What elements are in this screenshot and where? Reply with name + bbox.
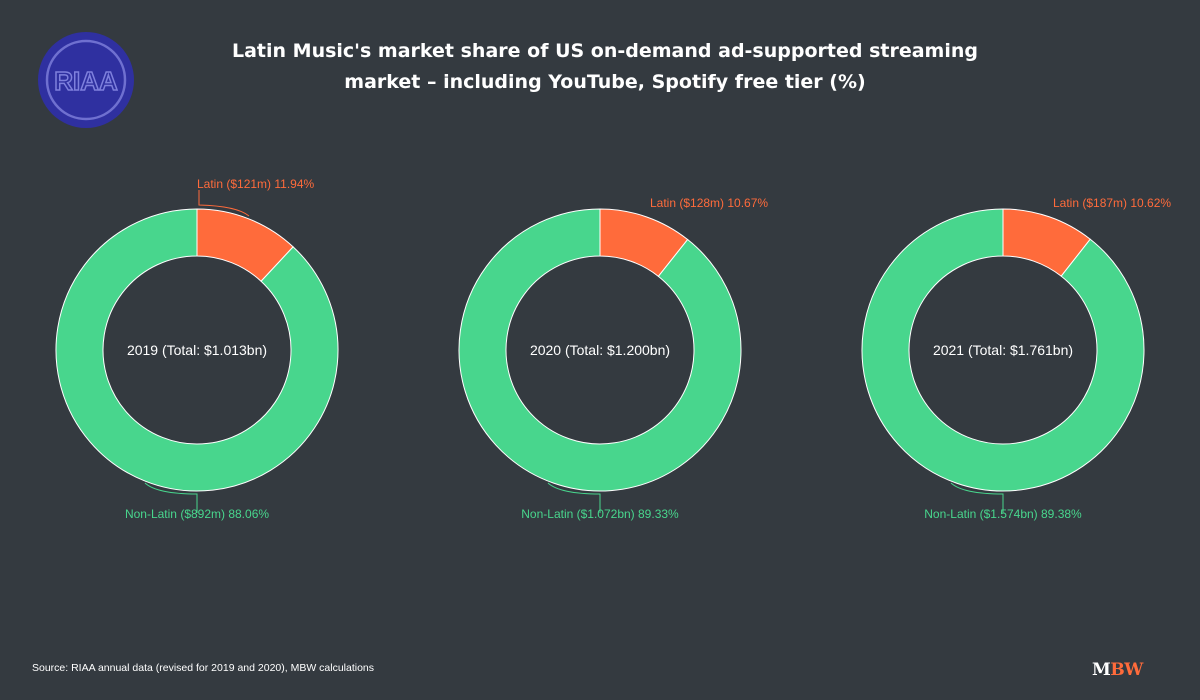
leader-line-non-latin: [144, 482, 198, 513]
data-label-latin: Latin ($128m) 10.67%: [650, 196, 768, 210]
chart-title-line-2: market – including YouTube, Spotify free…: [344, 71, 866, 93]
riaa-logo-text: RIAA: [54, 66, 118, 96]
source-note: Source: RIAA annual data (revised for 20…: [32, 662, 375, 674]
mbw-logo-m: M: [1092, 660, 1111, 680]
leader-line-non-latin: [547, 482, 601, 513]
chart-title-line-1: Latin Music's market share of US on-dema…: [232, 40, 978, 62]
data-label-non-latin: Non-Latin ($1.072bn) 89.33%: [521, 507, 679, 521]
data-label-non-latin: Non-Latin ($1.574bn) 89.38%: [924, 507, 1082, 521]
data-label-non-latin: Non-Latin ($892m) 88.06%: [125, 507, 269, 521]
center-label: 2020 (Total: $1.200bn): [530, 342, 670, 358]
mbw-logo-bw: BW: [1110, 660, 1143, 680]
mbw-logo: MBW: [1092, 660, 1143, 680]
slice-non-latin: [861, 208, 1145, 492]
center-label: 2019 (Total: $1.013bn): [127, 342, 267, 358]
chart-title: Latin Music's market share of US on-dema…: [150, 36, 1060, 98]
slice-non-latin: [55, 208, 339, 492]
leader-line-latin: [198, 190, 250, 217]
slice-non-latin: [458, 208, 742, 492]
riaa-logo: RIAA: [36, 30, 136, 130]
data-label-latin: Latin ($187m) 10.62%: [1053, 196, 1171, 210]
center-label: 2021 (Total: $1.761bn): [933, 342, 1073, 358]
data-label-latin: Latin ($121m) 11.94%: [197, 177, 315, 191]
leader-line-non-latin: [950, 482, 1004, 513]
